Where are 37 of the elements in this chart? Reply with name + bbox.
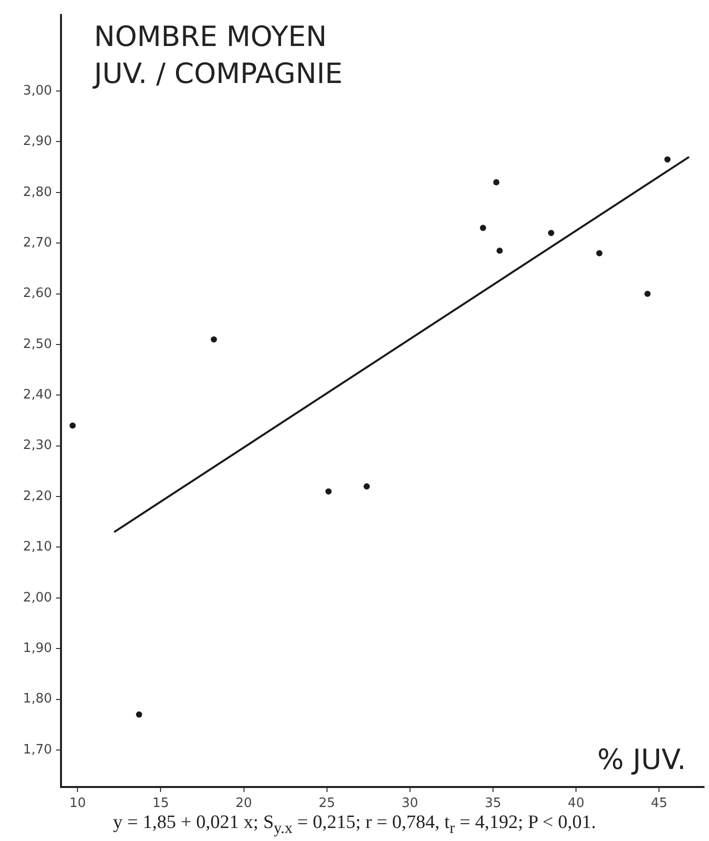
- y-tick-label: 2,70: [23, 235, 52, 250]
- y-axis-title: NOMBRE MOYEN JUV. / COMPAGNIE: [92, 20, 343, 90]
- x-axis-title: % JUV.: [597, 743, 686, 776]
- x-tick-label: 25: [318, 796, 336, 812]
- point: [644, 290, 651, 297]
- y-tick-label: 2,10: [23, 540, 52, 555]
- y-tick-label: 2,80: [23, 184, 52, 200]
- y-tick-label: 2,50: [23, 336, 52, 352]
- point: [364, 483, 370, 490]
- point: [596, 250, 602, 256]
- y-tick-label: 2,00: [23, 590, 52, 606]
- point: [496, 248, 503, 254]
- y-tick-label: 1,90: [23, 640, 52, 656]
- y-tick-label: 2,60: [23, 286, 52, 302]
- point: [493, 179, 500, 186]
- y-tick-label: 2,40: [23, 388, 52, 403]
- point: [548, 230, 554, 236]
- point: [480, 224, 486, 231]
- point: [210, 336, 217, 343]
- y-tick-label: 1,80: [23, 692, 52, 707]
- x-tick-label: 35: [484, 796, 502, 812]
- point: [664, 156, 671, 163]
- x-tick-label: 40: [568, 796, 584, 812]
- x-tick-label: 10: [69, 796, 86, 812]
- x-tick-label: 20: [235, 796, 252, 812]
- text: y = 1,85 + 0,021 x; S$_{y.x}$ = 0,215; r = 0,784, t$_{r}$ = 4,192; P < 0,01.: [112, 812, 597, 838]
- x-tick-label: 30: [402, 796, 418, 812]
- x-tick-label: 15: [152, 796, 169, 812]
- y-tick-label: 1,70: [23, 742, 52, 758]
- y-tick-label: 2,20: [23, 488, 52, 504]
- point: [70, 422, 76, 429]
- x-tick-label: 45: [650, 796, 668, 812]
- y-tick-label: 3,00: [23, 83, 52, 98]
- y-tick-label: 2,90: [23, 134, 52, 150]
- y-tick-label: 2,30: [23, 438, 52, 454]
- point: [136, 711, 142, 718]
- point: [325, 488, 332, 495]
